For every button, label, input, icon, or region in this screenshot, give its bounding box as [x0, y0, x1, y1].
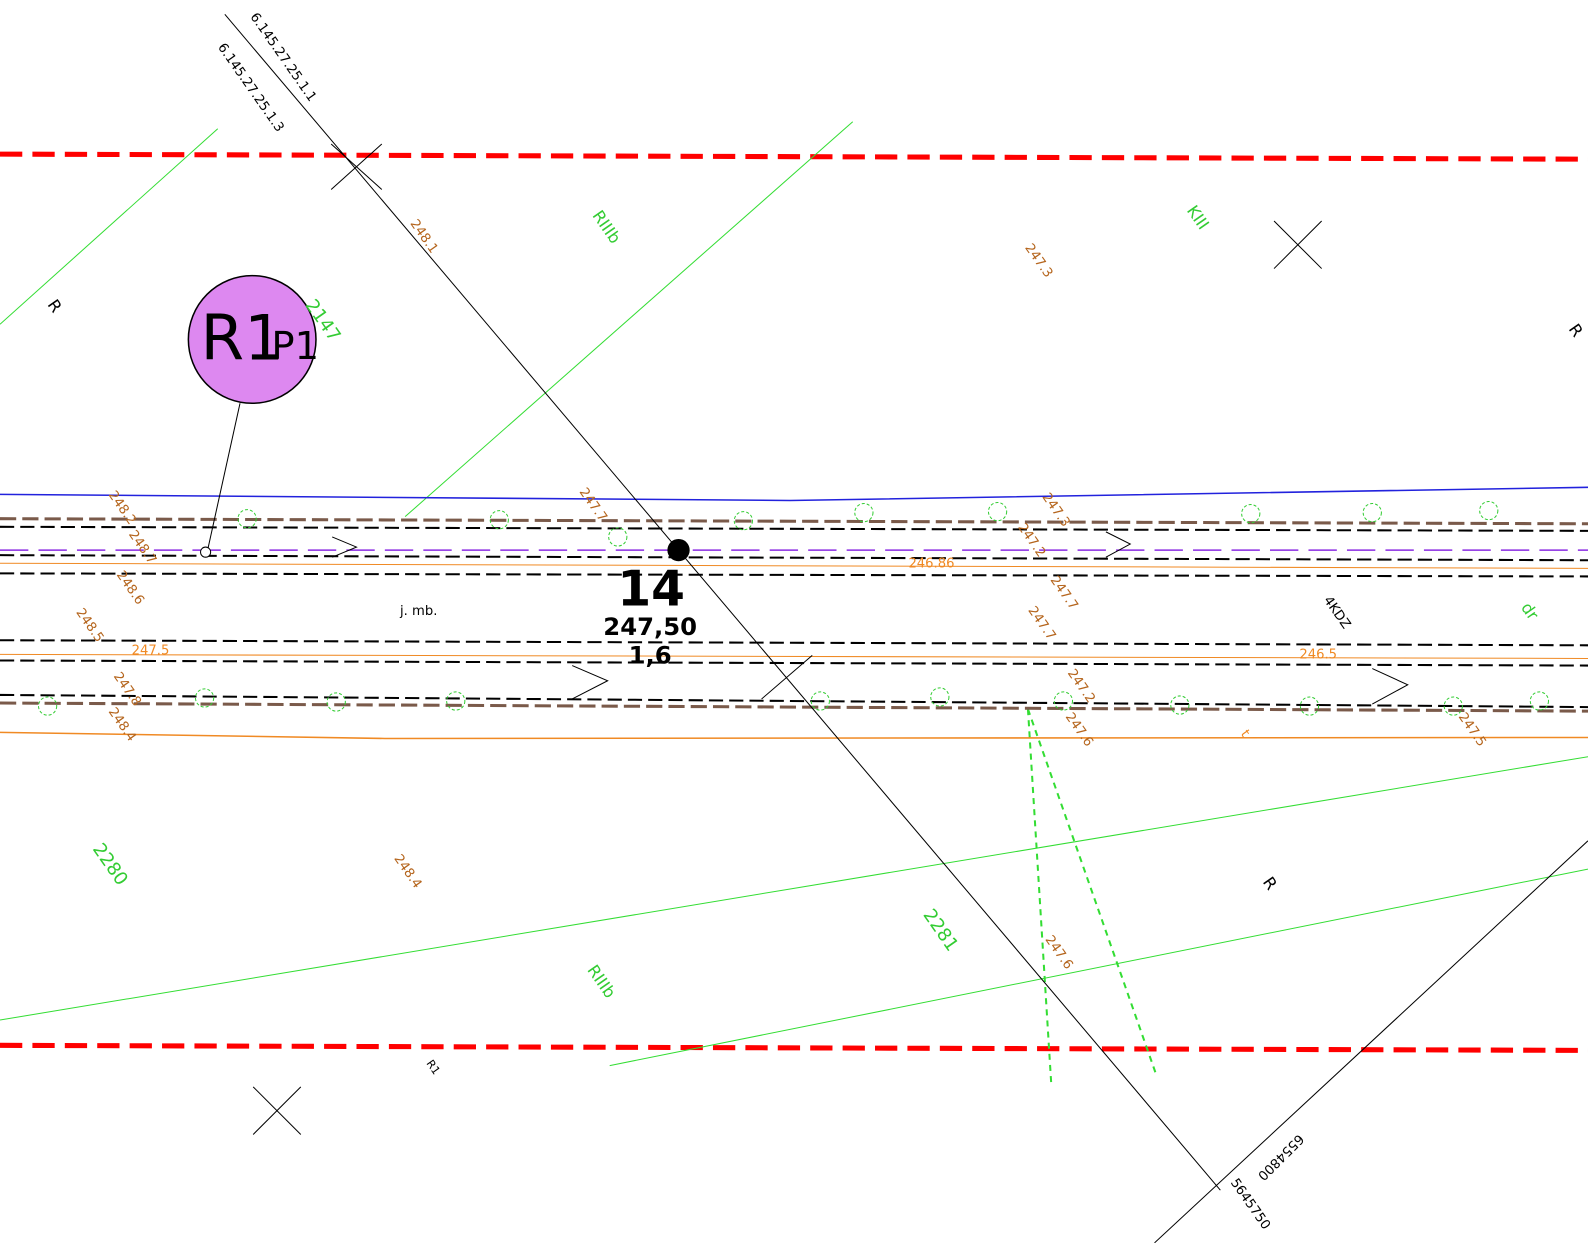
label: 246.5 [1299, 647, 1337, 662]
label: 1,6 [629, 640, 672, 669]
label: 247,50 [603, 612, 697, 641]
label: R1 [201, 302, 285, 375]
label: j. mb. [399, 604, 437, 619]
label: 247.5 [132, 643, 170, 658]
label: 14 [617, 562, 685, 618]
trees [37, 500, 1550, 716]
label: P1 [271, 324, 319, 369]
label: 246.86 [908, 556, 954, 571]
boundaries [0, 14, 1588, 1243]
